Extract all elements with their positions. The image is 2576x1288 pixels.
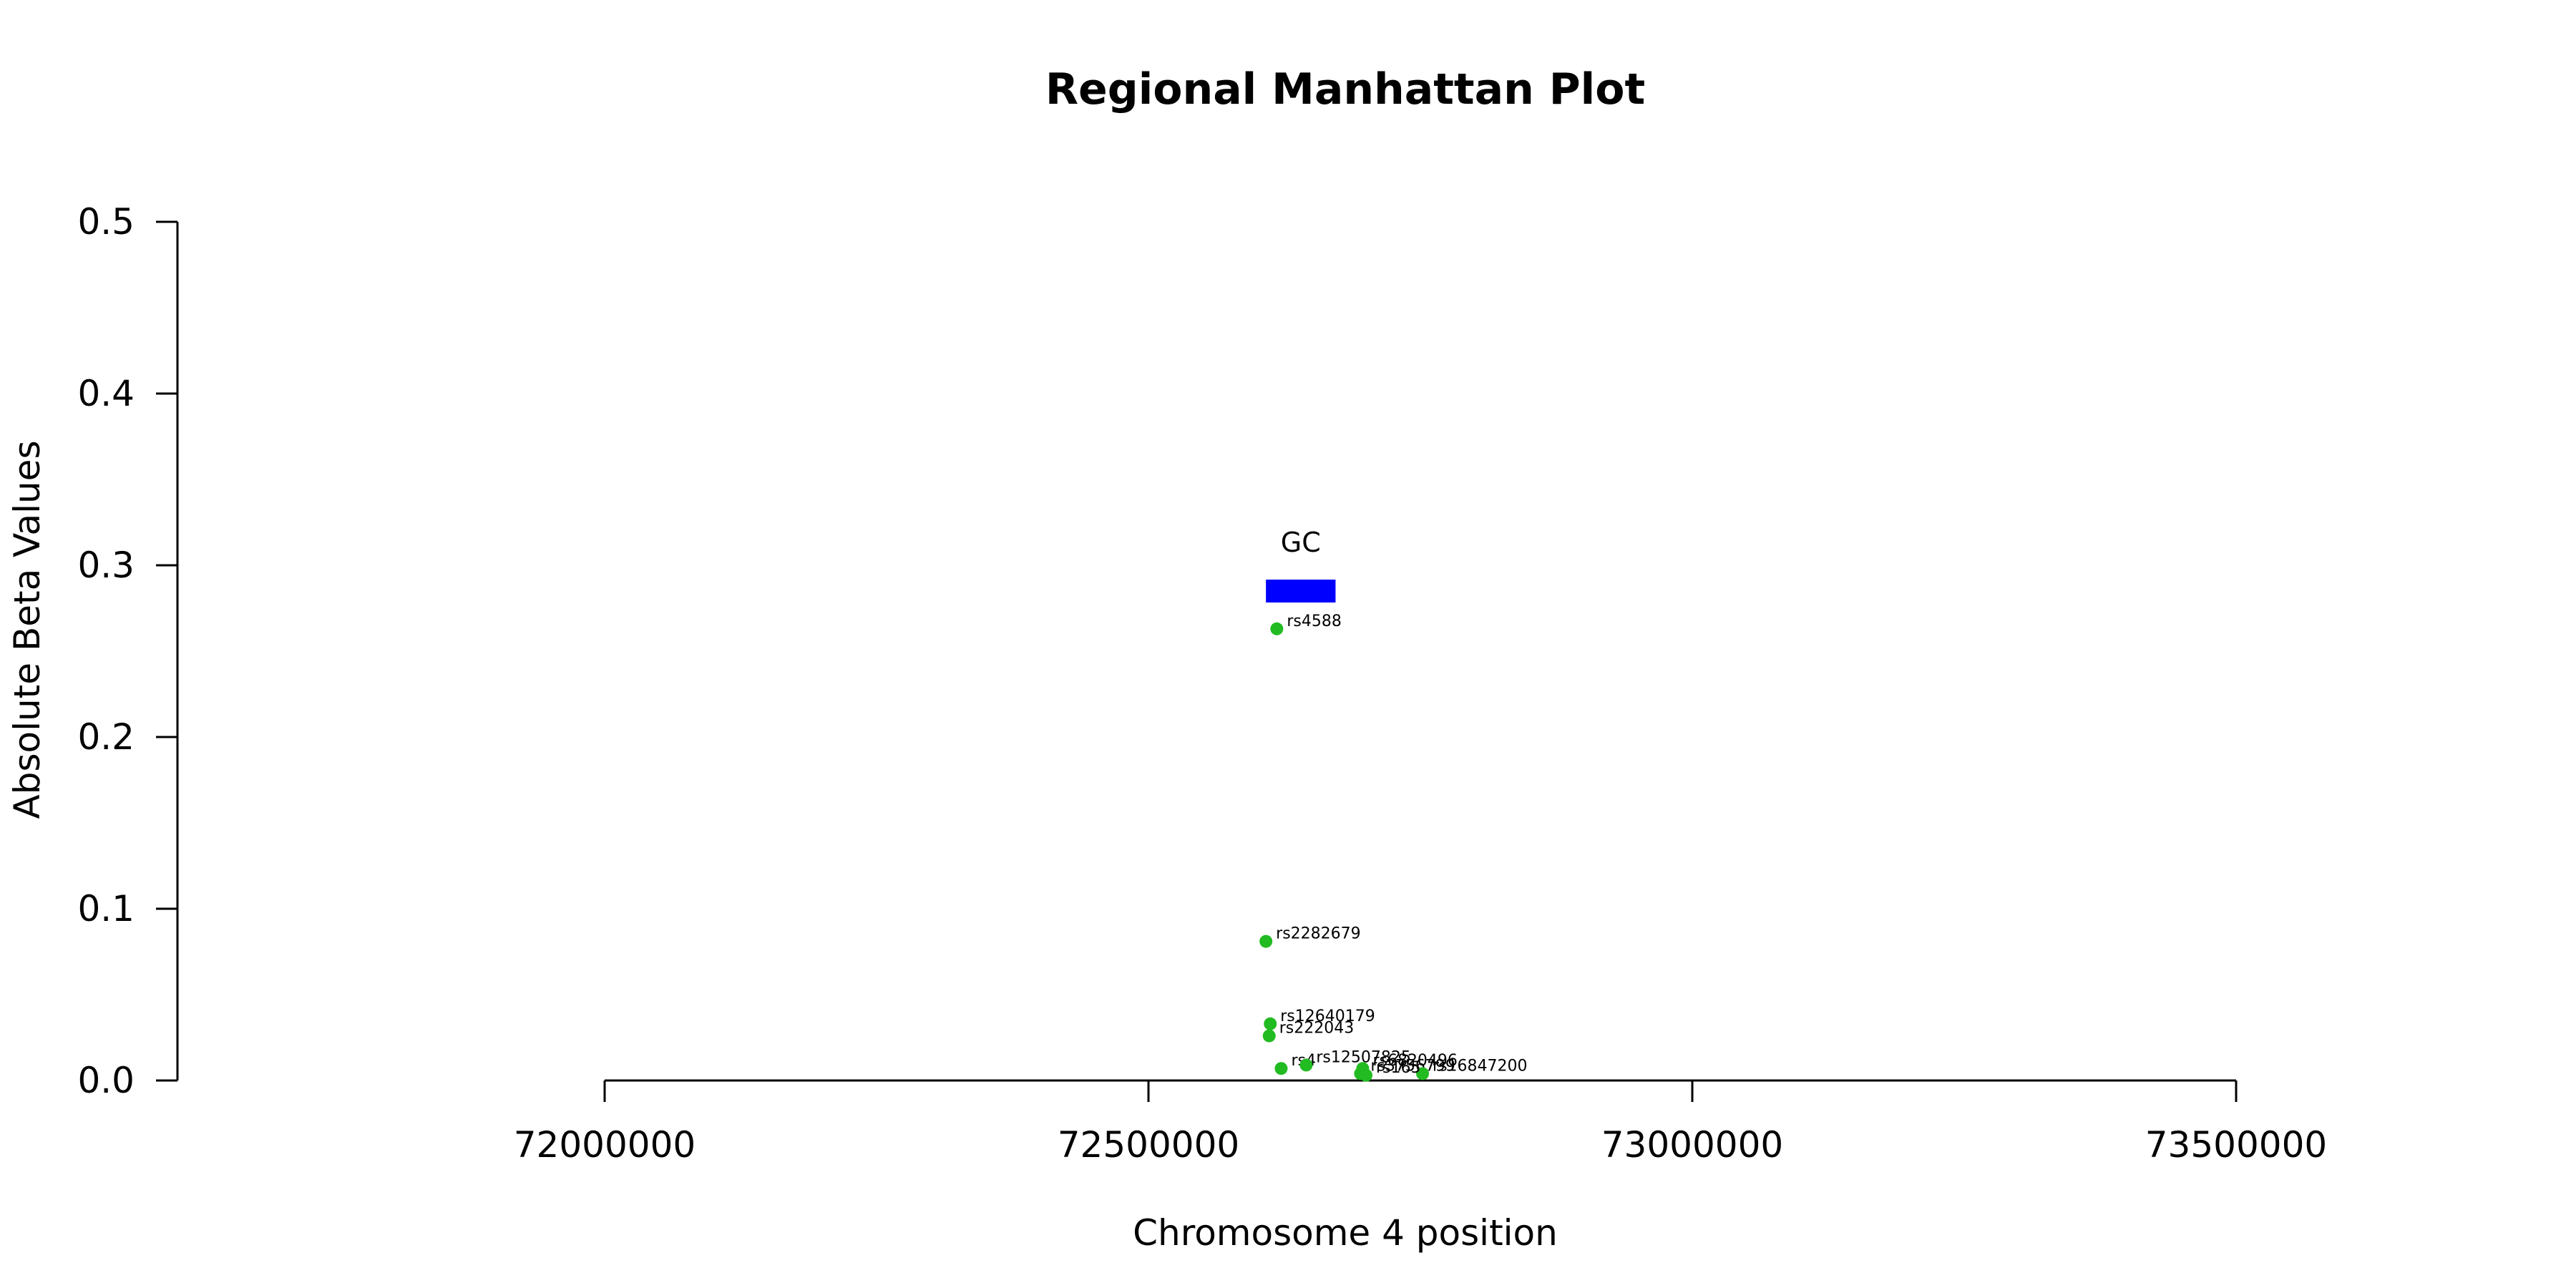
snp-points: rs4588rs2282679rs12640179rs222043rs4rs12… [1259,613,1528,1082]
snp-label: rs4588 [1287,613,1342,630]
snp-point [1299,1058,1313,1072]
snp-label: rs12640179 [1280,1008,1375,1025]
y-axis-label: Absolute Beta Values [6,441,48,819]
snp-label: rs222043 [1279,1020,1355,1038]
snp-point [1270,622,1284,635]
y-tick-label: 0.1 [77,888,135,930]
y-tick-label: 0.0 [77,1060,135,1101]
y-tick-label: 0.3 [77,545,135,586]
x-axis-label: Chromosome 4 position [1133,1212,1558,1254]
snp-label: rs2282679 [1276,925,1361,943]
y-tick-label: 0.2 [77,716,135,758]
x-tick-label: 72500000 [1058,1124,1240,1166]
y-tick-label: 0.4 [77,373,135,414]
snp-label: rs165 [1376,1059,1421,1077]
gene-track: GC [1266,527,1336,602]
snp-point [1274,1062,1288,1075]
snp-point [1264,1017,1277,1030]
snp-point [1416,1067,1430,1080]
snp-point [1262,1029,1276,1043]
x-tick-label: 73500000 [2145,1124,2328,1166]
axes: 0.0 0.1 0.2 0.3 0.4 0.5 72000000 72500000 730000… [77,201,2327,1166]
x-tick-label: 73000000 [1601,1124,1784,1166]
gene-bar [1266,580,1336,602]
snp-point [1360,1068,1372,1082]
snp-label: rs6820496 [1372,1052,1458,1070]
x-tick-label: 72000000 [514,1124,696,1166]
gene-label: GC [1281,527,1321,558]
chart-title: Regional Manhattan Plot [1045,64,1645,114]
snp-label: rs3756799 [1370,1057,1455,1075]
snp-label: rs16847200 [1433,1057,1527,1075]
snp-point [1259,935,1273,948]
y-tick-label: 0.5 [77,201,135,243]
